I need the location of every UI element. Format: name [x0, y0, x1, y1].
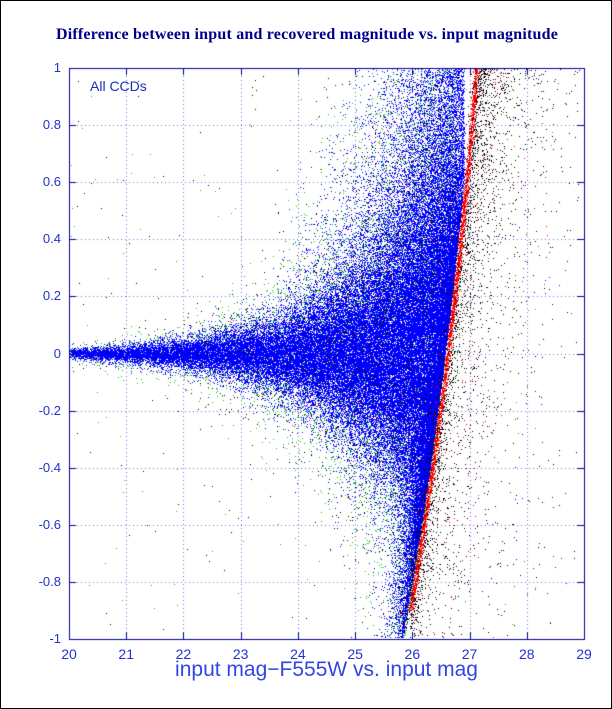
- y-tick-label: -0.6: [38, 516, 61, 532]
- x-tick-label: 22: [175, 646, 192, 662]
- y-tick-label: -0.8: [38, 573, 61, 589]
- x-tick-label: 23: [232, 646, 249, 662]
- y-tick-label: 0.8: [42, 117, 61, 133]
- x-tick-label: 25: [347, 646, 363, 662]
- plot-annotation: All CCDs: [90, 78, 147, 94]
- x-axis-label: input mag−F555W vs. input mag: [175, 658, 478, 681]
- x-tick-label: 20: [61, 646, 77, 662]
- y-tick-label: 0.2: [42, 288, 61, 304]
- y-tick-label: 1: [53, 60, 61, 75]
- x-tick-label: 28: [518, 646, 535, 662]
- y-tick-label: -1: [49, 631, 61, 646]
- x-tick-label: 24: [290, 646, 306, 662]
- x-tick-label: 27: [461, 646, 478, 662]
- y-tick-label: 0.4: [42, 231, 61, 247]
- x-tick-label: 26: [404, 646, 421, 662]
- y-tick-label: 0.6: [42, 174, 61, 190]
- x-tick-label: 29: [576, 646, 592, 662]
- chart-title: Difference between input and recovered m…: [55, 26, 559, 43]
- y-tick-label: -0.4: [38, 459, 61, 475]
- x-tick-label: 21: [118, 646, 134, 662]
- y-tick-label: -0.2: [38, 402, 61, 418]
- y-tick-label: 0: [53, 345, 61, 361]
